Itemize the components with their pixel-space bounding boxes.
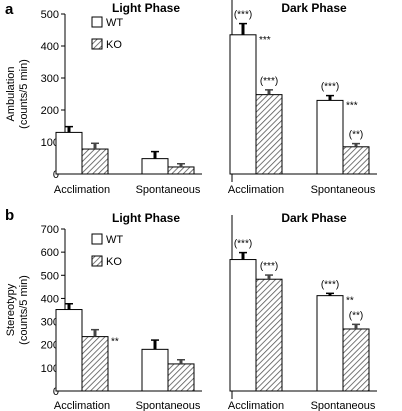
section-title-dark: Dark Phase [281,211,347,225]
bar-ko-3 [342,146,370,175]
significance-label-paren: (***) [234,10,252,21]
y-tick-label: 0 [53,169,59,181]
legend-label-ko: KO [106,39,122,51]
y-axis-label-line2: (counts/5 min) [18,59,30,129]
significance-label: *** [259,35,271,46]
y-tick-label: 300 [41,317,59,329]
y-tick-label: 700 [41,224,59,236]
significance-label-paren: (***) [321,82,339,93]
bar-wt-1 [141,158,169,175]
section-title-light: Light Phase [112,1,180,15]
significance-label: *** [346,100,358,111]
bar-wt-0 [55,309,83,392]
y-axis-label: Ambulation(counts/5 min) [5,59,30,129]
y-tick-label: 300 [41,73,59,85]
bar-wt-2 [229,34,257,175]
significance-label-paren: (***) [260,261,278,272]
bar-wt-2 [229,259,257,392]
y-axis-label-line1: Stereotypy [5,283,17,336]
panel-label: a [5,1,14,18]
y-tick-label: 500 [41,270,59,282]
y-tick-label: 100 [41,363,59,375]
category-label-0: Acclimation [54,184,110,196]
bar-ko-0 [81,336,109,392]
category-label-1: Spontaneous [136,400,201,411]
y-axis-label-line1: Ambulation [5,66,17,121]
y-tick-label: 400 [41,41,59,53]
section-title-light: Light Phase [112,211,180,225]
legend-swatch-ko [91,255,103,267]
category-label-1: Spontaneous [136,184,201,196]
y-axis-label: Stereotypy(counts/5 min) [5,275,30,345]
category-label-3: Spontaneous [311,184,376,196]
significance-label-paren: (***) [321,279,339,290]
panel-label: b [5,207,14,224]
y-tick-label: 100 [41,137,59,149]
panel-b-stereotypy: b Light Phase Dark Phase 0 100 200 300 400 500 60… [5,207,377,411]
bar-ko-1 [167,166,195,175]
significance-label-paren: (***) [260,76,278,87]
legend-label-ko: KO [106,256,122,268]
significance-label-paren: (**) [349,130,363,141]
category-label-2: Acclimation [228,184,284,196]
y-tick-label: 200 [41,105,59,117]
bar-ko-2 [255,278,283,392]
bar-ko-2 [255,94,283,175]
significance-label-paren: (***) [234,239,252,250]
bar-ko-3 [342,328,370,392]
significance-label: ** [346,296,354,307]
significance-label-paren: (**) [349,310,363,321]
significance-label: ** [111,337,119,348]
bar-wt-3 [316,99,344,175]
legend-label-wt: WT [106,234,123,246]
bar-ko-0 [81,148,109,175]
bar-ko-1 [167,363,195,392]
legend-swatch-ko [91,38,103,50]
y-tick-label: 400 [41,293,59,305]
legend-label-wt: WT [106,17,123,29]
bar-wt-0 [55,131,83,175]
y-tick-label: 600 [41,247,59,259]
category-label-3: Spontaneous [311,400,376,411]
legend-swatch-wt [91,16,103,28]
section-title-dark: Dark Phase [281,1,347,15]
y-axis-label-line2: (counts/5 min) [18,275,30,345]
y-tick-label: 0 [53,386,59,398]
category-label-2: Acclimation [228,400,284,411]
bar-wt-3 [316,295,344,392]
y-tick-label: 200 [41,340,59,352]
category-label-0: Acclimation [54,400,110,411]
bar-wt-1 [141,348,169,392]
legend-swatch-wt [91,233,103,245]
panel-a-ambulation: a Light Phase Dark Phase 0 100 200 300 400 500 Am… [5,0,377,196]
y-tick-label: 500 [41,9,59,21]
